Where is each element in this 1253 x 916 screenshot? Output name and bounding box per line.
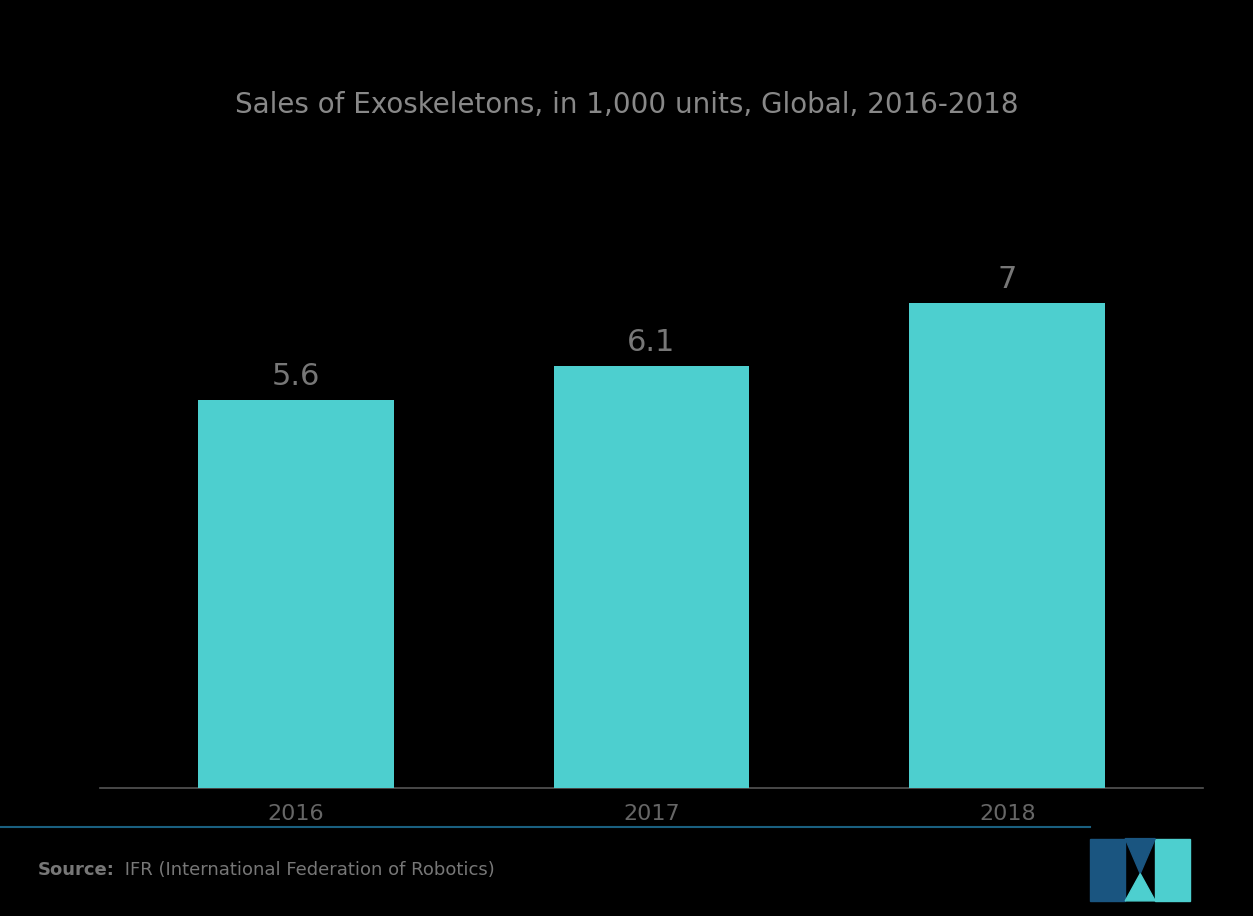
Text: IFR (International Federation of Robotics): IFR (International Federation of Robotic… (119, 861, 495, 879)
Bar (1155, 839, 1190, 901)
Bar (910, 303, 1105, 788)
Polygon shape (1125, 874, 1155, 901)
Bar (554, 365, 749, 788)
Text: 6.1: 6.1 (628, 328, 675, 356)
Text: 5.6: 5.6 (272, 362, 320, 391)
Bar (1090, 839, 1125, 901)
Bar (198, 400, 393, 788)
Text: Source:: Source: (38, 861, 114, 879)
Text: 7: 7 (997, 266, 1017, 294)
Text: Sales of Exoskeletons, in 1,000 units, Global, 2016-2018: Sales of Exoskeletons, in 1,000 units, G… (234, 92, 1019, 119)
Polygon shape (1125, 839, 1155, 874)
